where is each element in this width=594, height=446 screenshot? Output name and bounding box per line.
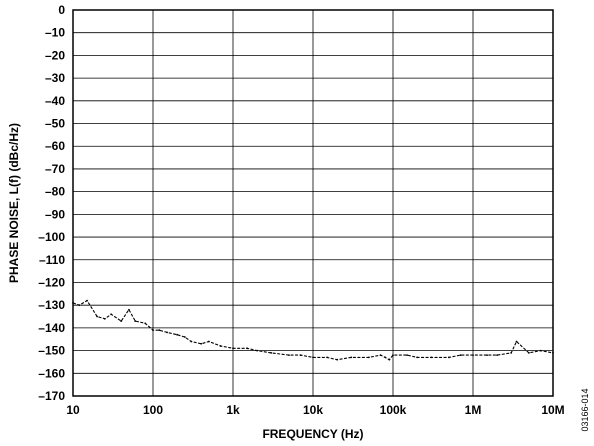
y-tick-label: –150 (38, 344, 65, 358)
data-point (416, 356, 418, 359)
y-tick-label: –140 (38, 321, 65, 335)
data-point (336, 358, 338, 361)
data-point (486, 354, 488, 357)
data-point (110, 313, 113, 316)
y-tick-label: –90 (45, 207, 65, 221)
y-tick-label: 0 (58, 3, 65, 17)
x-tick-label: 100 (143, 403, 163, 417)
data-point (350, 356, 353, 359)
data-point (183, 336, 186, 338)
data-point (430, 356, 433, 359)
data-point (270, 351, 273, 354)
x-tick-label: 10M (541, 403, 564, 417)
data-point (200, 342, 203, 345)
data-point (368, 356, 370, 359)
data-point (86, 299, 88, 302)
data-point (219, 345, 222, 347)
series-group (72, 299, 554, 361)
x-axis-title: FREQUENCY (Hz) (262, 427, 363, 441)
data-point (528, 351, 530, 354)
data-point (448, 356, 450, 359)
data-point (176, 333, 178, 336)
data-point (103, 317, 106, 320)
y-tick-label: –120 (38, 275, 65, 289)
data-point (392, 354, 394, 357)
x-tick-labels: 10 100 1k 10k 100k 1M 10M (66, 403, 564, 417)
data-point (232, 347, 234, 350)
y-tick-label: –20 (45, 48, 65, 62)
data-point (384, 356, 387, 359)
y-tick-label: –160 (38, 366, 65, 380)
data-point (128, 308, 130, 311)
y-tick-labels: 0 –10 –20 –30 –40 –50 –60 –70 –80 –90 –100 –110 –120… (38, 3, 65, 403)
data-point (256, 349, 258, 352)
data-point (312, 356, 314, 359)
data-point (72, 302, 74, 304)
data-point (152, 329, 154, 332)
data-point (120, 320, 123, 322)
x-tick-label: 100k (380, 403, 407, 417)
x-tick-label: 1k (226, 403, 240, 417)
grid (72, 9, 554, 397)
data-point (158, 329, 161, 332)
y-tick-label: –80 (45, 185, 65, 199)
data-point (472, 354, 474, 357)
data-point (539, 349, 542, 352)
figure-id: 03166-014 (580, 388, 590, 431)
y-tick-label: –70 (45, 162, 65, 176)
data-point (459, 354, 462, 357)
data-point (190, 340, 193, 343)
plot-frame (72, 9, 554, 397)
data-point (552, 351, 554, 354)
y-tick-label: –110 (39, 253, 65, 267)
data-point (134, 320, 137, 322)
y-tick-label: –100 (38, 230, 65, 244)
data-point (515, 340, 518, 343)
data-point (496, 354, 498, 357)
data-point (379, 354, 382, 357)
data-point (166, 331, 168, 334)
y-tick-label: –170 (38, 389, 65, 403)
data-point (406, 354, 408, 357)
data-point (78, 304, 81, 307)
data-point (208, 340, 210, 343)
y-tick-label: –30 (45, 71, 65, 85)
data-point (326, 356, 328, 359)
y-tick-label: –60 (45, 139, 65, 153)
data-point (299, 354, 302, 357)
data-point (288, 354, 290, 357)
y-tick-label: –130 (38, 298, 65, 312)
y-tick-label: –50 (45, 117, 65, 131)
y-axis-title: PHASE NOISE, L(f) (dBc/Hz) (7, 123, 21, 283)
data-point (246, 347, 248, 350)
x-tick-label: 1M (465, 403, 482, 417)
data-point (96, 315, 98, 318)
data-point (510, 351, 513, 354)
y-tick-label: –40 (45, 94, 65, 108)
data-point (144, 322, 147, 325)
data-point (388, 358, 391, 361)
x-tick-label: 10 (66, 403, 80, 417)
y-tick-label: –10 (45, 26, 65, 40)
x-tick-label: 10k (303, 403, 323, 417)
